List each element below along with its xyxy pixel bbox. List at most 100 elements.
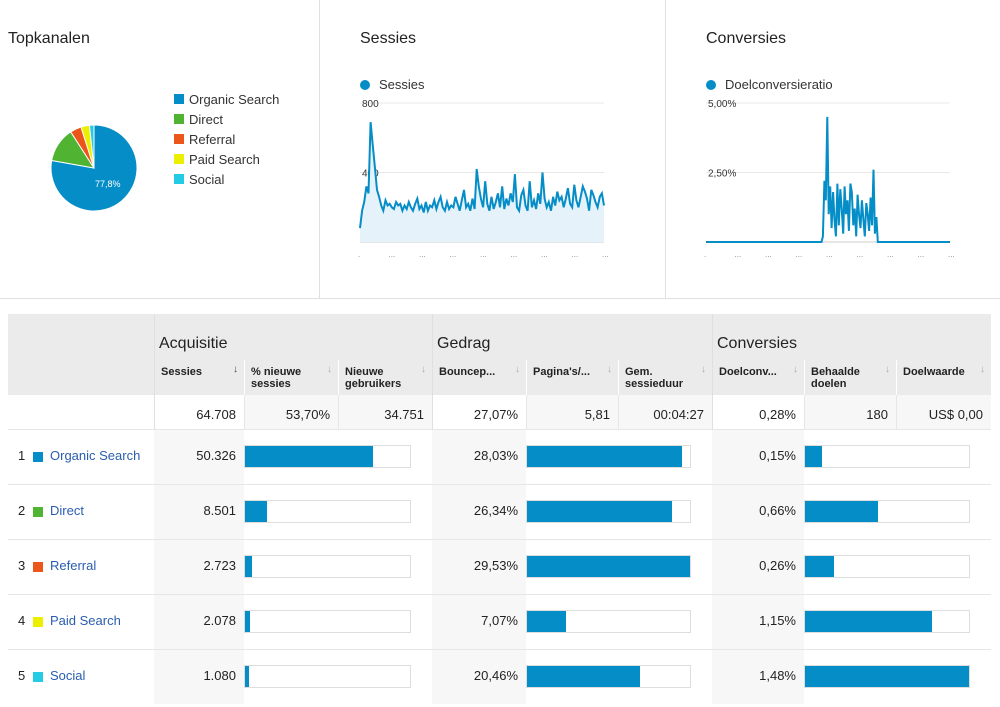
metric-bar-fill — [527, 666, 640, 687]
legend-item[interactable]: Direct — [174, 109, 279, 129]
metric-bar-track — [526, 445, 691, 468]
metric-bg — [712, 595, 804, 649]
column-header[interactable]: Pagina's/... ↓ — [526, 360, 618, 395]
sort-arrow-icon[interactable]: ↓ — [980, 364, 985, 375]
legend-swatch-icon — [174, 114, 184, 124]
x-tick-label: ... — [857, 250, 864, 259]
sort-arrow-icon[interactable]: ↓ — [327, 364, 332, 375]
total-value: 53,70% — [244, 395, 338, 429]
column-header[interactable]: Behaalde doelen ↓ — [804, 360, 896, 395]
group-title-conversies: Conversies — [717, 335, 798, 352]
legend-label: Referral — [189, 131, 236, 147]
channel-color-icon — [33, 616, 43, 627]
pie-slice-social[interactable] — [88, 124, 95, 169]
channel-label[interactable]: Organic Search — [50, 448, 141, 463]
column-header-label: Doelwaarde — [903, 366, 965, 378]
sort-arrow-icon[interactable]: ↓ — [607, 364, 612, 375]
column-header-label: Doelconv... — [719, 366, 777, 378]
sessies-legend-label: Sessies — [379, 77, 425, 92]
x-tick-label: . — [704, 250, 706, 259]
metric-bg — [154, 650, 244, 704]
total-value: 27,07% — [432, 395, 526, 429]
metric-value: 2.078 — [203, 613, 236, 628]
metric-bar-fill — [527, 446, 682, 467]
metric-value: 50.326 — [196, 448, 236, 463]
sort-arrow-icon[interactable]: ↓ — [515, 364, 520, 375]
x-tick-label: ... — [765, 250, 772, 259]
channels-table: Acquisitie Gedrag Conversies Sessies ↓% nieu… — [8, 314, 991, 704]
legend-item[interactable]: Organic Search — [174, 89, 279, 109]
column-header[interactable]: % nieuwe sessies ↓ — [244, 360, 338, 395]
column-header[interactable]: Nieuwe gebruikers ↓ — [338, 360, 432, 395]
metric-bar-track — [804, 500, 970, 523]
channel-color-icon — [33, 506, 43, 517]
metric-bar-track — [244, 555, 411, 578]
metric-bg — [154, 540, 244, 594]
row-separator — [8, 539, 991, 540]
channel-link[interactable]: Social — [33, 668, 85, 683]
metric-bg — [432, 485, 526, 539]
x-tick-label: ... — [948, 250, 955, 259]
x-tick-label: . — [358, 250, 360, 259]
metric-bg — [712, 650, 804, 704]
column-header-label: Gem. sessieduur — [625, 366, 684, 390]
row-separator — [8, 649, 991, 650]
sessies-title: Sessies — [360, 30, 417, 47]
legend-swatch-icon — [174, 154, 184, 164]
legend-item[interactable]: Social — [174, 169, 279, 189]
series-line[interactable] — [359, 122, 605, 229]
column-header[interactable]: Doelwaarde ↓ — [896, 360, 991, 395]
metric-bar-fill — [805, 446, 822, 467]
metric-value: 0,15% — [759, 448, 796, 463]
sort-arrow-icon[interactable]: ↓ — [885, 364, 890, 375]
column-header[interactable]: Gem. sessieduur ↓ — [618, 360, 712, 395]
x-tick-label: ... — [450, 250, 457, 259]
sort-arrow-icon[interactable]: ↓ — [701, 364, 706, 375]
legend-label: Direct — [189, 111, 223, 127]
channel-link[interactable]: Referral — [33, 558, 96, 573]
metric-bar-fill — [527, 501, 673, 522]
legend-item[interactable]: Paid Search — [174, 149, 279, 169]
total-value: 5,81 — [526, 395, 618, 429]
legend-label: Organic Search — [189, 91, 280, 107]
conversies-legend: Doelconversieratio — [706, 77, 833, 92]
channel-label[interactable]: Paid Search — [50, 613, 121, 628]
metric-bar-fill — [527, 611, 566, 632]
metric-bar-fill — [805, 611, 933, 632]
metric-bg — [432, 650, 526, 704]
metric-value: 0,26% — [759, 558, 796, 573]
metric-bar-track — [244, 610, 411, 633]
channel-label[interactable]: Social — [50, 668, 86, 683]
legend-item[interactable]: Referral — [174, 129, 279, 149]
row-separator — [8, 429, 991, 430]
channel-label[interactable]: Direct — [50, 503, 84, 518]
metric-bar-track — [804, 610, 970, 633]
channel-label[interactable]: Referral — [50, 558, 97, 573]
row-separator — [8, 594, 991, 595]
column-header[interactable]: Doelconv... ↓ — [712, 360, 804, 395]
panel-divider — [319, 0, 320, 298]
sort-arrow-icon[interactable]: ↓ — [233, 364, 238, 375]
channel-link[interactable]: Paid Search — [33, 613, 121, 628]
metric-value: 2.723 — [203, 558, 236, 573]
column-header[interactable]: Sessies ↓ — [154, 360, 244, 395]
metric-bar-track — [526, 500, 691, 523]
channel-legend: Organic Search Direct Referral Paid Search S… — [174, 89, 279, 189]
sort-arrow-icon[interactable]: ↓ — [793, 364, 798, 375]
metric-bar-track — [244, 500, 411, 523]
sort-arrow-icon[interactable]: ↓ — [421, 364, 426, 375]
metric-bar-fill — [245, 666, 249, 687]
row-number: 2 — [18, 503, 26, 518]
metric-bar-track — [526, 555, 691, 578]
metric-value: 1,48% — [759, 668, 796, 683]
y-tick-label: 5,00% — [708, 99, 736, 110]
legend-swatch-icon — [174, 134, 184, 144]
series-line[interactable] — [706, 116, 950, 243]
conversies-panel: Conversies Doelconversieratio 5,00% 2,50%… — [666, 0, 1000, 298]
channel-link[interactable]: Direct — [33, 503, 84, 518]
channel-link[interactable]: Organic Search — [33, 448, 140, 463]
column-header[interactable]: Bouncep... ↓ — [432, 360, 526, 395]
legend-label: Paid Search — [189, 151, 260, 167]
metric-bar-fill — [245, 556, 252, 577]
metric-bar-fill — [245, 501, 267, 522]
